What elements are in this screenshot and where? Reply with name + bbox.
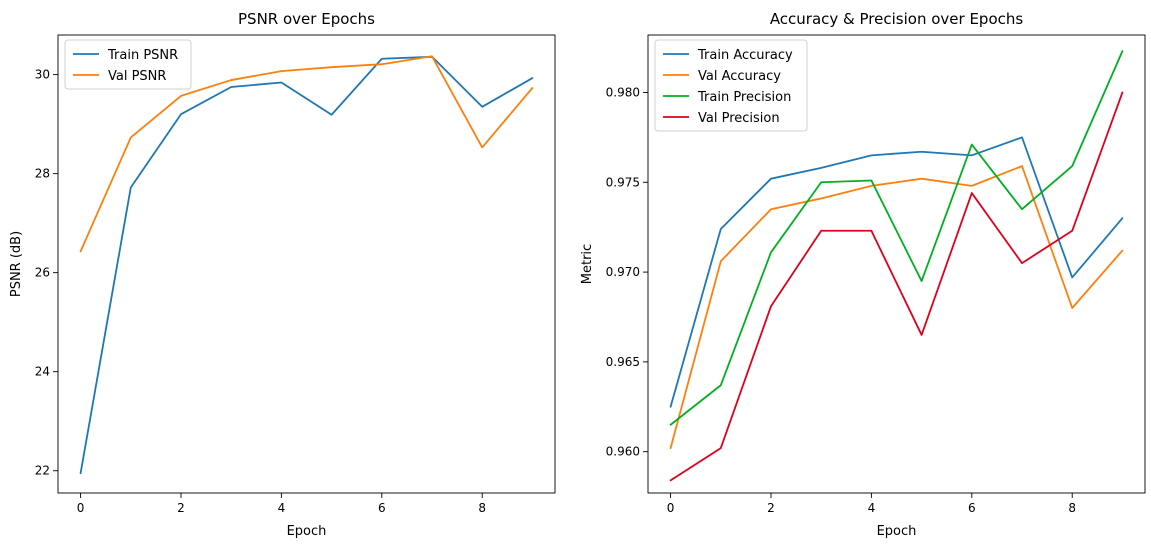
y-axis-label: PSNR (dB) [9,231,24,297]
x-tick-label: 0 [77,501,85,515]
chart-title: PSNR over Epochs [238,10,375,28]
legend-label: Val Precision [698,111,780,126]
y-tick-label: 0.975 [606,175,640,189]
plot-frame [647,34,1146,494]
y-tick-label: 28 [35,167,50,181]
y-tick-label: 26 [35,266,50,280]
x-axis-label: Epoch [287,524,327,539]
y-tick-label: 0.960 [606,445,640,459]
x-tick-label: 2 [177,501,185,515]
y-tick-label: 22 [35,464,50,478]
x-tick-label: 6 [968,501,976,515]
chart-title: Accuracy & Precision over Epochs [770,10,1024,28]
y-tick-label: 0.980 [606,85,640,99]
legend-label: Val Accuracy [698,69,781,84]
x-axis-label: Epoch [877,524,917,539]
x-tick-label: 8 [1068,501,1076,515]
legend-label: Train Accuracy [697,48,793,63]
y-tick-label: 0.965 [606,355,640,369]
plot-frame [57,34,556,494]
series-line-2 [669,165,1124,449]
y-tick-label: 24 [35,365,50,379]
legend-label: Val PSNR [108,69,166,84]
legend-box [64,39,192,90]
legend: Train Accuracy Val Accuracy Train Precisio… [654,39,808,132]
x-tick-label: 2 [767,501,775,515]
x-tick-label: 0 [667,501,675,515]
series-line-4 [669,91,1124,482]
series-line-3 [669,50,1124,426]
series-line-2 [79,55,534,253]
legend: Train PSNR Val PSNR [64,39,192,90]
y-tick-label: 0.970 [606,265,640,279]
y-axis-label: Metric [580,244,595,284]
x-tick-label: 6 [378,501,386,515]
x-tick-label: 4 [868,501,876,515]
y-tick-label: 30 [35,68,50,82]
legend-box [654,39,808,132]
series-line-1 [79,55,534,475]
series-line-1 [669,136,1124,408]
x-tick-label: 4 [278,501,286,515]
chart-panel-2: 0 2 4 6 8 0.960 0.965 0.970 0.975 0.980 Accuracy &… [580,10,1146,539]
legend-label: Train Precision [697,90,791,105]
x-tick-label: 8 [478,501,486,515]
legend-label: Train PSNR [107,48,178,63]
